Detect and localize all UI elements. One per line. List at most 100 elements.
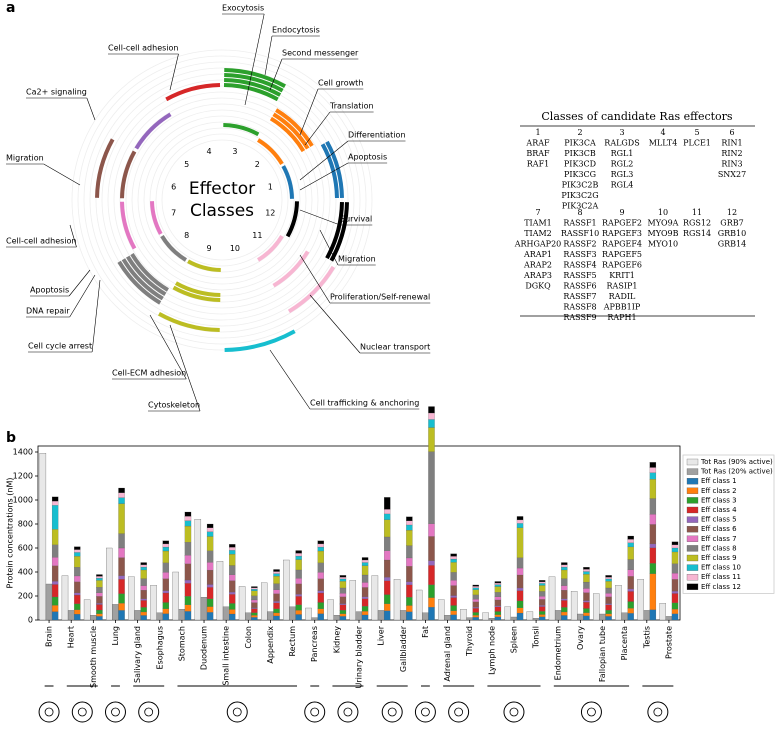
function-label: Differentiation	[348, 131, 406, 140]
bar-segment	[649, 609, 657, 621]
bar-segment	[51, 596, 59, 606]
bar-segment	[516, 587, 524, 591]
gene: RASSF3	[563, 250, 596, 259]
gene: PIK3C2B	[562, 181, 599, 190]
bar-segment	[627, 535, 634, 540]
y-axis-label: Protein concentrations (nM)	[6, 478, 15, 589]
organ-icon	[304, 701, 326, 723]
bar-segment	[295, 555, 302, 560]
group-number: 4	[660, 128, 665, 137]
bar-segment	[472, 607, 479, 609]
gene: RGS14	[683, 229, 711, 238]
bar-segment	[649, 514, 657, 525]
bar-segment	[273, 602, 280, 609]
legend-label: Eff class 1	[701, 477, 737, 485]
bar-segment	[516, 590, 524, 602]
bar-segment	[605, 577, 612, 580]
class-arc	[275, 108, 314, 147]
leader-line	[69, 274, 96, 318]
class-arc	[281, 165, 294, 199]
bar-segment	[494, 596, 502, 601]
leader-line	[299, 162, 349, 191]
bar-segment	[627, 601, 634, 609]
bar-segment	[251, 617, 258, 621]
bar	[466, 617, 473, 621]
ring	[119, 97, 325, 303]
bar-segment	[671, 572, 679, 580]
bar-segment	[295, 569, 302, 579]
bar-segment	[184, 596, 192, 605]
bar-segment	[317, 546, 324, 552]
organ-icon	[454, 707, 464, 717]
bar-segment	[605, 603, 612, 605]
ring	[161, 139, 283, 261]
organ-icon	[144, 707, 154, 717]
bar	[178, 609, 186, 621]
center-title: Effector	[189, 179, 255, 199]
bar-segment	[450, 556, 457, 560]
bar-segment	[118, 557, 125, 576]
bar-segment	[51, 565, 59, 582]
y-tick-label: 1000	[13, 496, 33, 505]
x-tick-label: Stomach	[177, 626, 186, 661]
class-arc	[287, 265, 336, 314]
bar-segment	[406, 516, 413, 521]
bar-segment	[361, 587, 369, 597]
bar-segment	[516, 567, 524, 576]
bar	[200, 597, 208, 621]
function-label: Proliferation/Self-renewal	[330, 293, 430, 302]
function-label: Migration	[338, 255, 376, 264]
bar-segment	[494, 582, 502, 585]
gene: PLCE1	[683, 139, 711, 148]
class-arc	[223, 83, 279, 102]
bar-segment	[96, 574, 103, 577]
legend-swatch	[686, 487, 699, 494]
bar-segment	[472, 599, 479, 602]
class-arc	[172, 285, 221, 302]
bar-segment	[428, 536, 435, 561]
bar-segment	[627, 546, 634, 560]
bar-segment	[671, 579, 679, 592]
bar-segment	[273, 608, 280, 614]
class-arc	[120, 150, 137, 199]
leader-line	[319, 229, 339, 266]
bar-segment	[251, 586, 258, 588]
bar-segment	[273, 571, 280, 574]
organ-icon	[647, 701, 669, 723]
bar-segment	[361, 611, 369, 616]
legend-swatch	[686, 564, 699, 571]
bar-segment	[384, 513, 391, 520]
function-label: Cell-ECM adhesion	[112, 369, 186, 378]
table-title: Classes of candidate Ras effectors	[541, 110, 733, 123]
leader-line	[69, 224, 77, 248]
bar-segment	[539, 606, 546, 612]
leader-line	[304, 111, 331, 146]
legend-swatch	[686, 574, 699, 581]
bar-segment	[74, 575, 81, 582]
gene: TIAM2	[524, 229, 552, 238]
bar-segment	[561, 598, 568, 601]
bar	[415, 589, 423, 621]
bar-segment	[428, 584, 435, 598]
bar-segment	[251, 590, 258, 596]
gene: ARAP1	[523, 250, 552, 259]
bar-segment	[494, 605, 502, 608]
bar-segment	[539, 596, 546, 600]
x-tick-label: Colon	[244, 626, 253, 649]
organ-icon	[71, 701, 93, 723]
bar-segment	[605, 593, 612, 597]
gene: ARAP3	[523, 271, 552, 280]
bar-segment	[649, 573, 657, 610]
bar-segment	[339, 610, 347, 614]
bar-segment	[516, 523, 524, 528]
class-arc	[224, 68, 286, 89]
bar-segment	[539, 585, 546, 592]
organ-icon	[414, 701, 436, 723]
bar-segment	[516, 607, 524, 614]
bar-segment	[295, 583, 302, 595]
bar-segment	[295, 610, 302, 615]
bar-segment	[162, 578, 170, 591]
gene: RASIP1	[607, 282, 638, 291]
bar-segment	[627, 542, 634, 548]
leader-line	[91, 279, 101, 353]
